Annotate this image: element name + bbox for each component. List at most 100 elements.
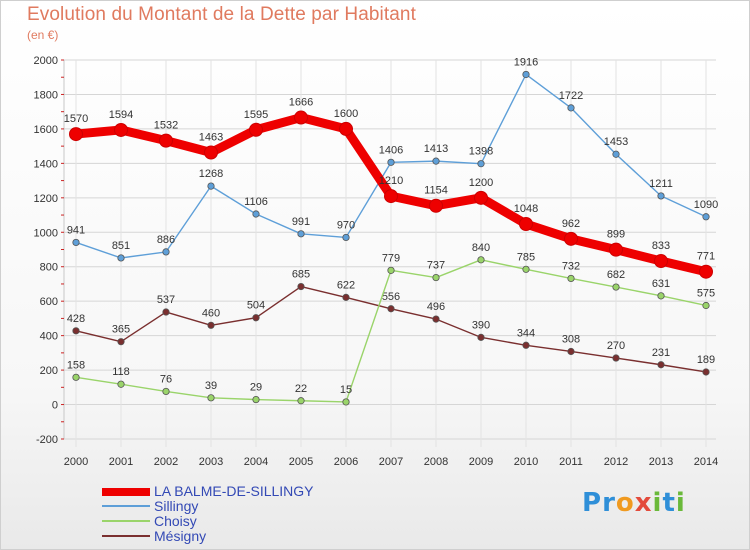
data-label: 1154 (424, 185, 448, 197)
data-label: 15 (340, 384, 352, 396)
data-label: 29 (250, 382, 262, 394)
data-label: 991 (292, 216, 310, 228)
data-label: 504 (247, 300, 265, 312)
data-label: 1200 (469, 177, 493, 189)
x-tick-label: 2011 (559, 456, 583, 468)
data-label: 1463 (199, 132, 223, 144)
legend-label-balme: LA BALME-DE-SILLINGY (154, 483, 314, 499)
data-label: 460 (202, 307, 220, 319)
data-label: 840 (472, 242, 490, 254)
data-point (522, 265, 530, 273)
data-label: 1600 (334, 108, 358, 120)
x-tick-label: 2010 (514, 456, 538, 468)
data-point (567, 274, 575, 283)
data-label: 1916 (514, 56, 538, 68)
data-point (294, 110, 308, 125)
data-label: 575 (697, 287, 715, 299)
x-tick-label: 2007 (379, 456, 403, 468)
data-point (702, 368, 710, 376)
x-tick-label: 2003 (199, 456, 223, 468)
data-label: 1570 (64, 113, 88, 125)
legend-label-mesigny: Mésigny (154, 528, 207, 544)
data-label: 1090 (694, 199, 718, 211)
data-label: 833 (652, 240, 670, 252)
data-point (72, 238, 80, 247)
legend-item-mesigny: Mésigny (98, 528, 398, 544)
data-label: 631 (652, 278, 670, 290)
data-label: 1594 (109, 109, 133, 121)
data-label: 231 (652, 347, 670, 359)
legend-item-sillingy: Sillingy (98, 498, 398, 514)
data-label: 732 (562, 260, 580, 272)
data-point (204, 145, 218, 160)
data-label: 779 (382, 252, 400, 264)
data-label: 785 (517, 251, 535, 263)
data-label: 270 (607, 340, 625, 352)
x-tick-label: 2001 (109, 456, 133, 468)
data-point (252, 395, 260, 404)
data-point (567, 347, 575, 356)
data-point (432, 157, 440, 165)
data-label: 1722 (559, 90, 583, 102)
data-point (432, 315, 440, 323)
data-label: 365 (112, 324, 130, 336)
data-label: 189 (697, 354, 715, 366)
legend-item-balme: LA BALME-DE-SILLINGY (98, 483, 398, 499)
data-point (162, 248, 170, 256)
data-point (429, 198, 443, 213)
data-label: 1398 (469, 146, 493, 158)
x-tick-label: 2002 (154, 456, 178, 468)
data-point (612, 150, 620, 158)
x-tick-label: 2014 (694, 456, 718, 468)
data-label: 771 (697, 251, 715, 263)
data-point (342, 233, 350, 242)
data-label: 622 (337, 279, 355, 291)
data-point (297, 230, 305, 238)
data-point (162, 387, 170, 396)
data-point (72, 373, 80, 381)
data-label: 1211 (649, 178, 673, 190)
data-label: 737 (427, 260, 445, 272)
data-point (387, 305, 395, 313)
data-label: 1268 (199, 168, 223, 180)
x-tick-label: 2008 (424, 456, 448, 468)
data-point (657, 292, 665, 300)
data-point (609, 242, 623, 257)
x-tick-label: 2012 (604, 456, 628, 468)
proxiti-logo: Proxiti (582, 488, 686, 518)
data-point (114, 122, 128, 137)
data-label: 158 (67, 359, 85, 371)
y-tick-label: -200 (36, 434, 58, 446)
data-point (387, 158, 395, 166)
data-label: 1666 (289, 97, 313, 109)
data-label: 390 (472, 319, 490, 331)
chart-title: Evolution du Montant de la Dette par Hab… (27, 4, 416, 25)
data-point (477, 333, 485, 341)
chart-subtitle: (en €) (27, 28, 59, 42)
data-label: 1413 (424, 143, 448, 155)
legend-label-choisy: Choisy (154, 513, 197, 529)
data-label: 39 (205, 380, 217, 392)
x-tick-label: 2009 (469, 456, 493, 468)
data-point (612, 283, 620, 291)
y-tick-label: 0 (52, 400, 58, 412)
data-point (519, 217, 533, 232)
data-label: 1406 (379, 144, 403, 156)
data-point (522, 341, 530, 349)
data-label: 941 (67, 224, 85, 236)
data-label: 22 (295, 383, 307, 395)
data-point (252, 314, 260, 322)
data-point (612, 354, 620, 362)
data-point (477, 160, 485, 168)
data-point (654, 254, 668, 269)
data-point (252, 210, 260, 218)
data-point (387, 266, 395, 274)
legend-swatch-mesigny (102, 535, 150, 537)
data-label: 1595 (244, 109, 268, 121)
y-tick-label: 800 (40, 262, 58, 274)
y-tick-label: 600 (40, 296, 58, 308)
data-label: 1532 (154, 120, 178, 132)
data-label: 496 (427, 301, 445, 313)
data-point (162, 308, 170, 316)
data-point (702, 301, 710, 310)
